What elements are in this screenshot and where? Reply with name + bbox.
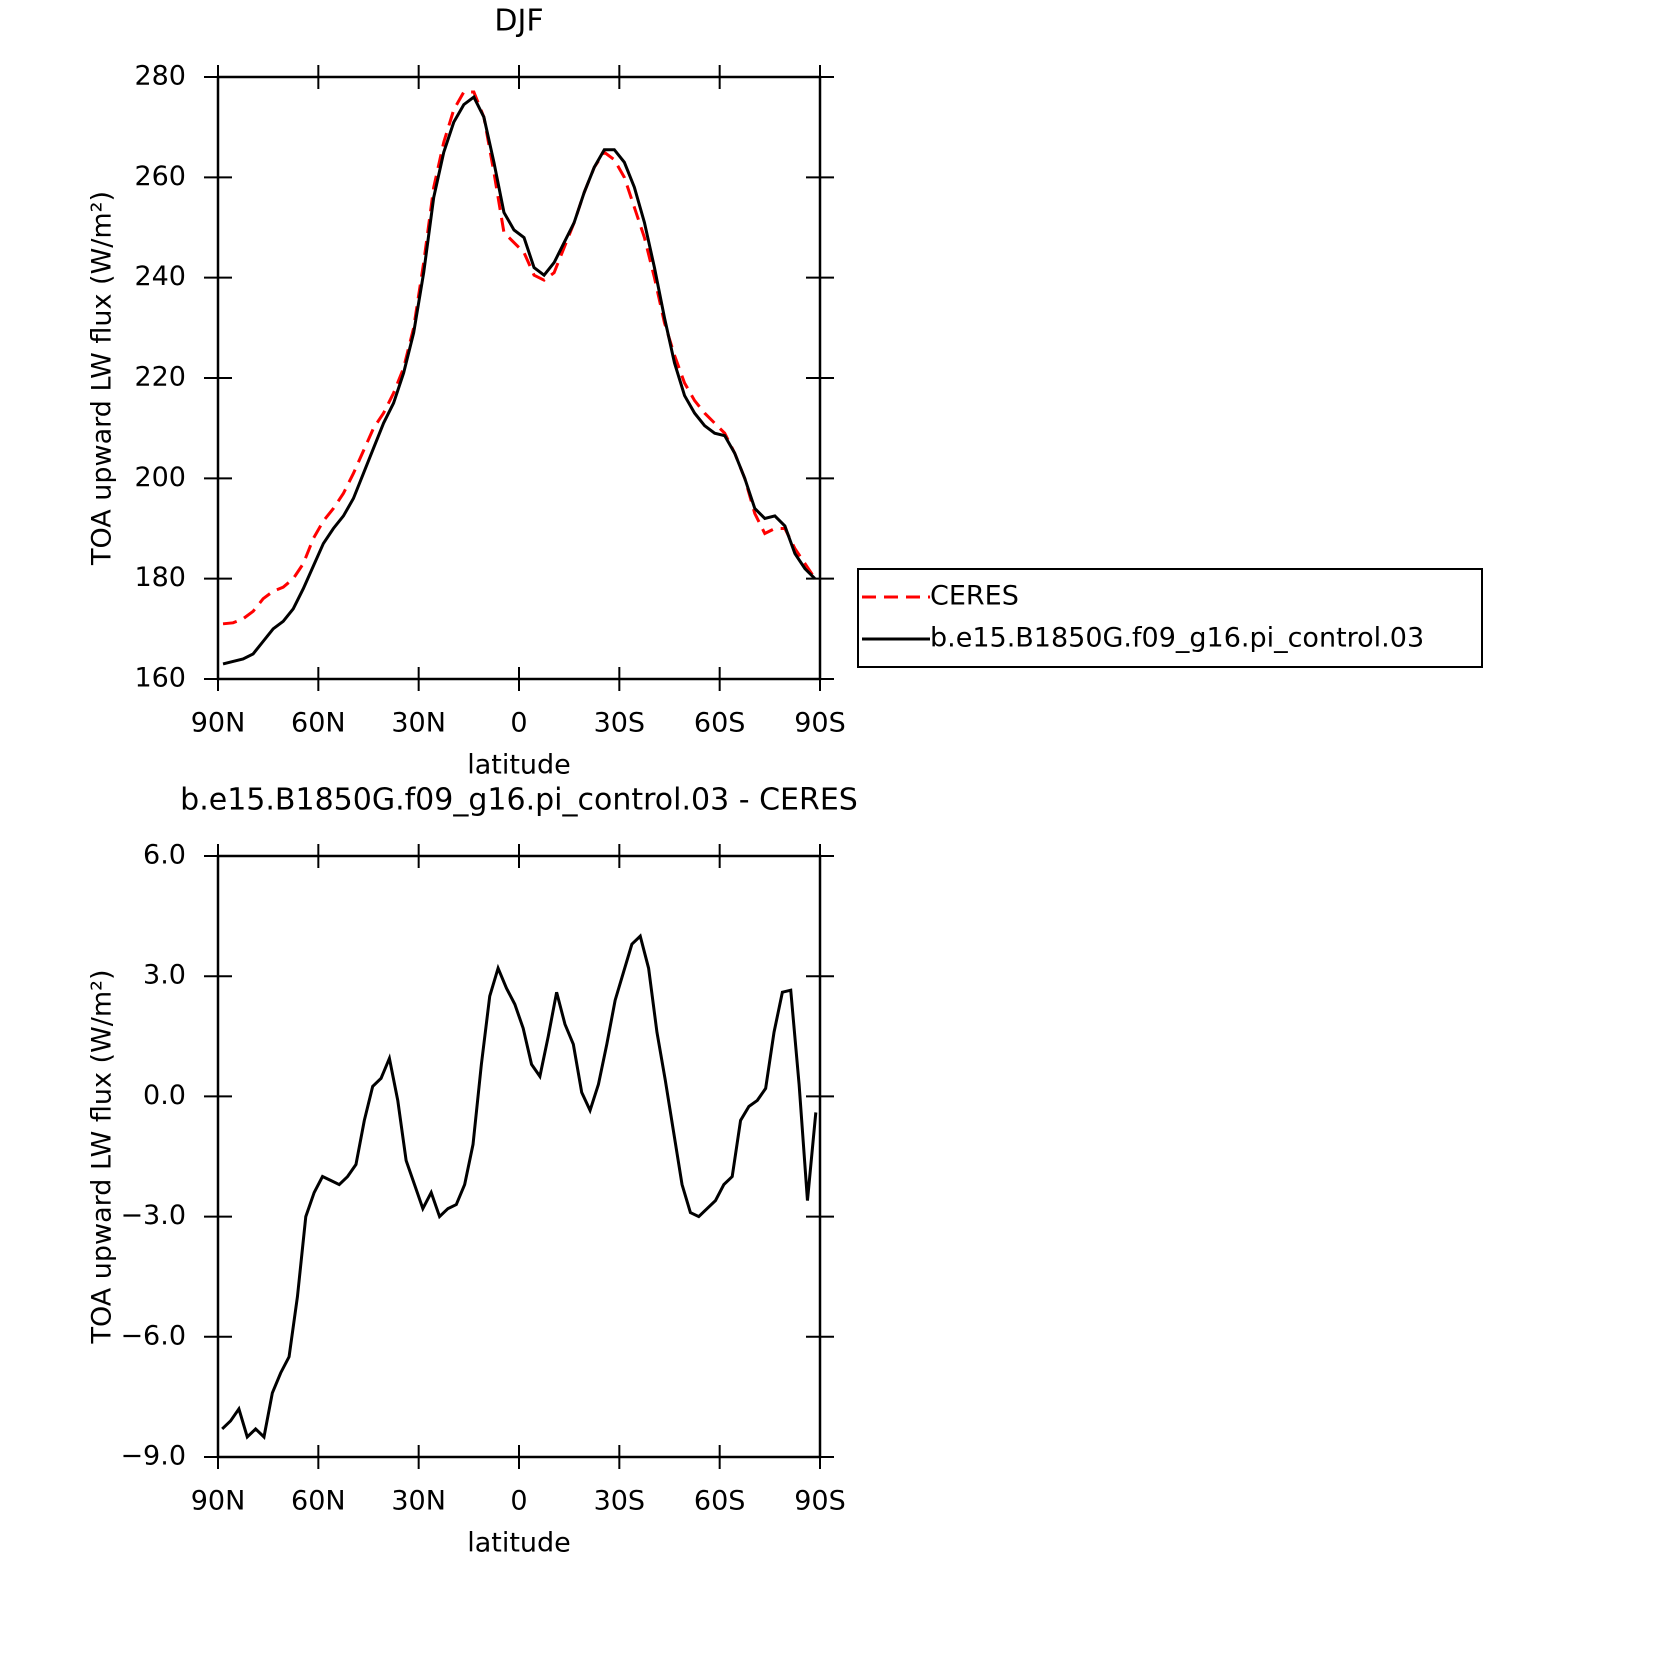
- plot-frame: [216, 854, 822, 1459]
- x-axis-label: latitude: [467, 1528, 571, 1559]
- line: [222, 94, 817, 666]
- x-tick-label: 30N: [391, 708, 446, 739]
- y-tick-label: 280: [134, 61, 186, 92]
- x-tick-label: 30S: [594, 1486, 646, 1517]
- y-tick-label: 0.0: [143, 1080, 186, 1111]
- x-tick-label: 90N: [191, 708, 246, 739]
- y-tick-label: −6.0: [120, 1320, 186, 1351]
- x-tick-label: 90S: [794, 1486, 846, 1517]
- legend-label: b.e15.B1850G.f09_g16.pi_control.03: [930, 623, 1424, 654]
- x-tick-label: 60N: [291, 708, 346, 739]
- x-tick-label: 30S: [594, 708, 646, 739]
- legend-box: [857, 568, 1483, 668]
- y-tick-label: −3.0: [120, 1200, 186, 1231]
- y-tick-label: 240: [134, 261, 186, 292]
- chart-title: DJF: [494, 4, 543, 39]
- x-tick-label: 0: [510, 708, 527, 739]
- x-axis-label: latitude: [467, 750, 571, 781]
- y-tick-label: 160: [134, 663, 186, 694]
- y-tick-label: 200: [134, 462, 186, 493]
- line: [222, 90, 817, 626]
- y-tick-label: 3.0: [143, 960, 186, 991]
- x-tick-label: 0: [510, 1486, 527, 1517]
- x-tick-label: 60S: [694, 708, 746, 739]
- y-axis-label: TOA upward LW flux (W/m²): [87, 191, 118, 566]
- chart-title: b.e15.B1850G.f09_g16.pi_control.03 - CER…: [180, 783, 858, 818]
- y-tick-label: 220: [134, 362, 186, 393]
- y-tick-label: −9.0: [120, 1441, 186, 1472]
- y-tick-label: 260: [134, 161, 186, 192]
- y-tick-label: 6.0: [143, 840, 186, 871]
- x-tick-label: 30N: [391, 1486, 446, 1517]
- plot-frame: [216, 75, 822, 681]
- line: [221, 933, 818, 1440]
- x-tick-label: 60S: [694, 1486, 746, 1517]
- y-tick-label: 180: [134, 562, 186, 593]
- x-tick-label: 90S: [794, 708, 846, 739]
- y-axis-label: TOA upward LW flux (W/m²): [87, 969, 118, 1344]
- x-tick-label: 60N: [291, 1486, 346, 1517]
- x-tick-label: 90N: [191, 1486, 246, 1517]
- legend-label: CERES: [930, 581, 1019, 612]
